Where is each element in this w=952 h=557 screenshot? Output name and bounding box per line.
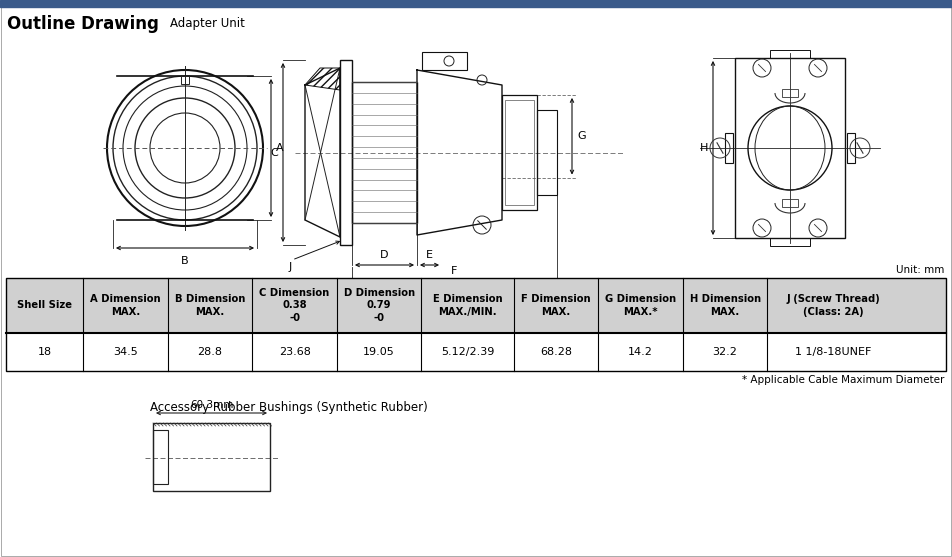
Bar [6,278,946,371]
Bar [725,133,733,163]
Text: Shell Size: Shell Size [17,300,72,310]
Text: Unit: mm: Unit: mm [896,265,944,275]
Text: 19.05: 19.05 [364,347,395,357]
Bar [847,133,855,163]
Text: * Applicable Cable Maximum Diameter: * Applicable Cable Maximum Diameter [742,375,944,385]
Bar [505,100,534,205]
Text: 1 1/8-18UNEF: 1 1/8-18UNEF [795,347,871,357]
Text: 34.5: 34.5 [113,347,138,357]
Bar [6,278,946,333]
Bar [770,50,810,58]
Bar [502,95,537,210]
Bar [352,82,417,223]
Bar [782,199,798,207]
Bar [0,0,952,7]
Text: J (Screw Thread)
(Class: 2A): J (Screw Thread) (Class: 2A) [786,294,880,317]
Bar [340,60,352,245]
Bar [153,430,168,484]
Text: 68.28: 68.28 [540,347,572,357]
Text: E Dimension
MAX./MIN.: E Dimension MAX./MIN. [433,294,503,317]
Text: D: D [380,250,388,260]
Text: G Dimension
MAX.*: G Dimension MAX.* [605,294,676,317]
Text: 18: 18 [37,347,51,357]
Text: F: F [451,266,458,276]
Text: B: B [181,256,188,266]
Text: D Dimension
0.79
-0: D Dimension 0.79 -0 [344,288,415,323]
Text: Adapter Unit: Adapter Unit [170,17,245,31]
Text: 14.2: 14.2 [628,347,653,357]
Text: Accessory Rubber Bushings (Synthetic Rubber): Accessory Rubber Bushings (Synthetic Rub… [150,401,427,414]
Text: 23.68: 23.68 [279,347,310,357]
Text: E: E [426,250,433,260]
Text: 60.3mm: 60.3mm [189,400,233,410]
Text: 28.8: 28.8 [197,347,223,357]
Bar [537,110,557,195]
Text: J: J [288,262,291,272]
Text: 32.2: 32.2 [713,347,738,357]
Text: Outline Drawing: Outline Drawing [7,15,159,33]
Bar [782,89,798,97]
Bar [153,423,270,491]
Bar [770,238,810,246]
Text: C Dimension
0.38
-0: C Dimension 0.38 -0 [260,288,329,323]
Text: 5.12/2.39: 5.12/2.39 [441,347,494,357]
Bar [181,76,189,84]
Text: B Dimension
MAX.: B Dimension MAX. [175,294,246,317]
Bar [422,52,467,70]
Text: H: H [700,143,708,153]
Text: G: G [577,131,585,141]
Text: A: A [276,143,284,153]
Text: C: C [270,148,278,158]
Text: F Dimension
MAX.: F Dimension MAX. [521,294,590,317]
Text: H Dimension
MAX.: H Dimension MAX. [689,294,761,317]
Bar [735,58,845,238]
Text: A Dimension
MAX.: A Dimension MAX. [90,294,161,317]
